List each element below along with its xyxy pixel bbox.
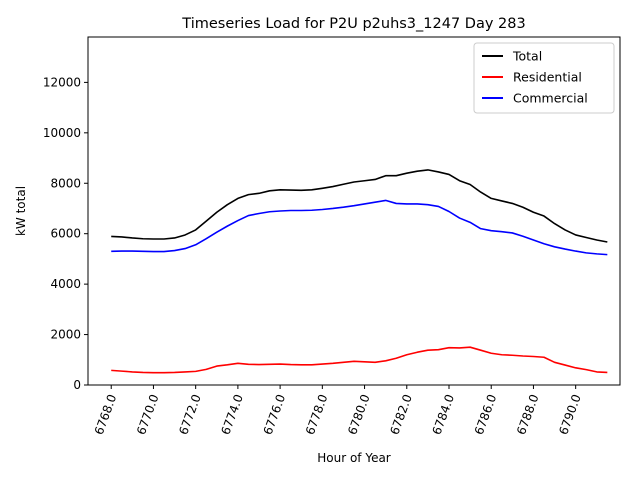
y-tick-label: 12000 bbox=[43, 75, 81, 89]
x-axis-label: Hour of Year bbox=[317, 451, 391, 465]
legend-label-residential: Residential bbox=[513, 70, 582, 85]
y-axis-label: kW total bbox=[14, 186, 28, 236]
x-tick-label: 6780.0 bbox=[345, 392, 373, 436]
legend-label-total: Total bbox=[512, 49, 542, 64]
series-line-total bbox=[111, 169, 608, 243]
y-tick-label: 8000 bbox=[50, 176, 81, 190]
x-tick-label: 6770.0 bbox=[134, 392, 162, 436]
series-layer bbox=[111, 169, 608, 374]
x-tick-label: 6778.0 bbox=[303, 392, 331, 436]
x-tick-label: 6772.0 bbox=[176, 392, 204, 436]
y-tick-label: 4000 bbox=[50, 277, 81, 291]
plot-frame bbox=[87, 36, 621, 386]
y-axis: 0 2000 4000 6000 8000 10000 12000 bbox=[43, 75, 88, 392]
x-tick-label: 6768.0 bbox=[92, 392, 120, 436]
x-tick-label: 6776.0 bbox=[261, 392, 289, 436]
legend-label-commercial: Commercial bbox=[513, 91, 588, 106]
legend-items: Total Residential Commercial bbox=[482, 49, 588, 106]
y-tick-label: 0 bbox=[73, 378, 81, 392]
x-axis: 6768.0 6770.0 6772.0 6774.0 6776.0 6778.0 6780… bbox=[92, 385, 584, 437]
x-tick-label: 6790.0 bbox=[556, 392, 584, 436]
chart-title: Timeseries Load for P2U p2uhs3_1247 Day … bbox=[181, 16, 525, 32]
legend-box bbox=[473, 42, 615, 114]
x-tick-label: 6784.0 bbox=[430, 392, 458, 436]
y-tick-label: 10000 bbox=[43, 126, 81, 140]
y-tick-label: 2000 bbox=[50, 328, 81, 342]
x-tick-label: 6782.0 bbox=[387, 392, 415, 436]
y-tick-label: 6000 bbox=[50, 227, 81, 241]
x-tick-label: 6788.0 bbox=[514, 392, 542, 436]
series-line-commercial bbox=[111, 199, 608, 256]
series-line-residential bbox=[111, 346, 608, 374]
x-tick-label: 6774.0 bbox=[218, 392, 246, 436]
x-tick-label: 6786.0 bbox=[472, 392, 500, 436]
legend: Total Residential Commercial bbox=[473, 42, 615, 114]
